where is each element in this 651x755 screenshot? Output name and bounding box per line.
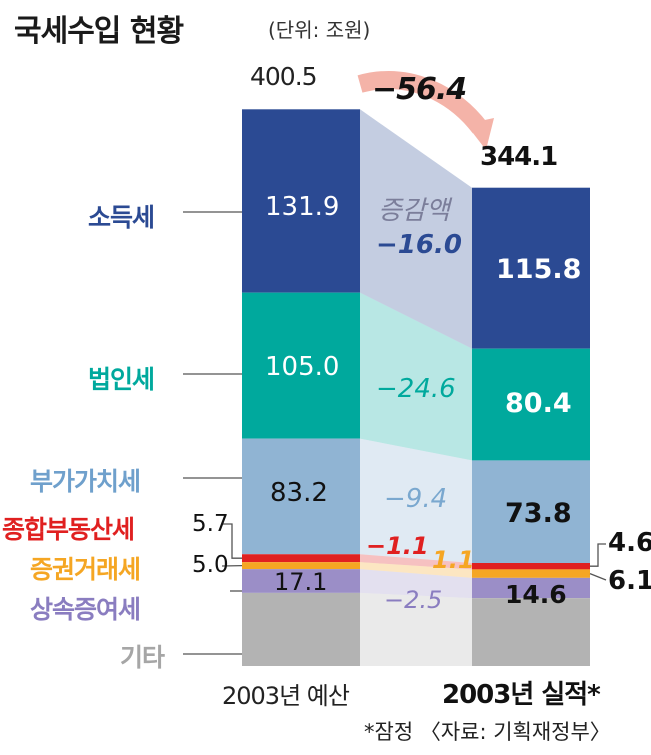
value-label-actual-inheritance: 14.6 bbox=[505, 580, 567, 609]
value-label-actual-property: 4.6 bbox=[608, 528, 651, 558]
footnote: *잠정 〈자료: 기획재정부〉 bbox=[364, 720, 611, 744]
diff-label-income: −16.0 bbox=[376, 230, 462, 260]
bar-segment-actual-3 bbox=[472, 563, 590, 570]
diff-band-2 bbox=[360, 438, 472, 564]
value-label-budget-vat: 83.2 bbox=[270, 478, 328, 508]
diff-band-5 bbox=[360, 569, 472, 599]
bar-segment-budget-4 bbox=[242, 562, 360, 570]
leader-line-securities-actual bbox=[589, 573, 607, 581]
x-label-actual: 2003년 실적* bbox=[442, 680, 601, 710]
value-label-budget-income: 131.9 bbox=[265, 192, 340, 222]
value-label-budget-property: 5.7 bbox=[192, 511, 229, 537]
leader-line-property-budget bbox=[222, 523, 242, 559]
total-actual-label: 344.1 bbox=[480, 142, 558, 172]
bar-segment-actual-6 bbox=[472, 598, 590, 666]
value-label-budget-corporate: 105.0 bbox=[265, 352, 340, 382]
value-label-budget-inheritance: 17.1 bbox=[274, 568, 328, 596]
bar-segment-budget-1 bbox=[242, 292, 360, 439]
diff-band-1 bbox=[360, 292, 472, 461]
bar-segment-actual-5 bbox=[472, 577, 590, 599]
category-label-property-tax: 종합부동산세 bbox=[2, 515, 135, 544]
category-label-income-tax: 소득세 bbox=[88, 203, 155, 232]
value-label-actual-vat: 73.8 bbox=[505, 498, 572, 529]
diff-band-6 bbox=[360, 592, 472, 666]
value-label-actual-corporate: 80.4 bbox=[505, 388, 572, 419]
bar-segment-budget-0 bbox=[242, 109, 360, 293]
category-label-vat: 부가가치세 bbox=[30, 467, 141, 496]
bar-segment-budget-3 bbox=[242, 554, 360, 563]
category-label-inheritance-tax: 상속증여세 bbox=[30, 595, 141, 624]
value-label-actual-income: 115.8 bbox=[496, 254, 582, 285]
leader-line-property-actual bbox=[590, 543, 606, 567]
total-diff-arrowhead bbox=[466, 118, 494, 150]
diff-band-0 bbox=[360, 109, 472, 349]
value-label-actual-securities: 6.1 bbox=[608, 566, 651, 596]
total-diff-label: −56.4 bbox=[372, 72, 467, 107]
diff-heading: 증감액 bbox=[378, 196, 450, 226]
value-label-budget-securities: 5.0 bbox=[192, 552, 229, 578]
diff-band-3 bbox=[360, 554, 472, 570]
category-label-securities-tax: 증권거래세 bbox=[30, 555, 141, 584]
diff-label-vat: −9.4 bbox=[384, 484, 448, 514]
diff-label-corporate: −24.6 bbox=[376, 374, 456, 404]
bar-segment-actual-2 bbox=[472, 460, 590, 564]
diff-label-inheritance: −2.5 bbox=[384, 586, 443, 614]
bar-segment-actual-4 bbox=[472, 569, 590, 578]
diff-band-4 bbox=[360, 562, 472, 578]
bar-segment-budget-6 bbox=[242, 592, 360, 666]
category-label-corporate-tax: 법인세 bbox=[88, 365, 155, 394]
unit-label: (단위: 조원) bbox=[268, 18, 371, 42]
total-budget-label: 400.5 bbox=[250, 62, 318, 91]
x-label-budget: 2003년 예산 bbox=[222, 682, 350, 710]
total-diff-arrow bbox=[357, 71, 488, 134]
chart-title: 국세수입 현황 bbox=[14, 14, 184, 49]
diff-label-property: −1.1 bbox=[366, 532, 429, 560]
bar-segment-actual-0 bbox=[472, 187, 590, 349]
bar-segment-budget-5 bbox=[242, 569, 360, 593]
diff-label-securities: 1.1 bbox=[432, 546, 475, 574]
bar-segment-actual-1 bbox=[472, 348, 590, 461]
bar-segment-budget-2 bbox=[242, 438, 360, 555]
category-label-other: 기타 bbox=[120, 643, 165, 672]
